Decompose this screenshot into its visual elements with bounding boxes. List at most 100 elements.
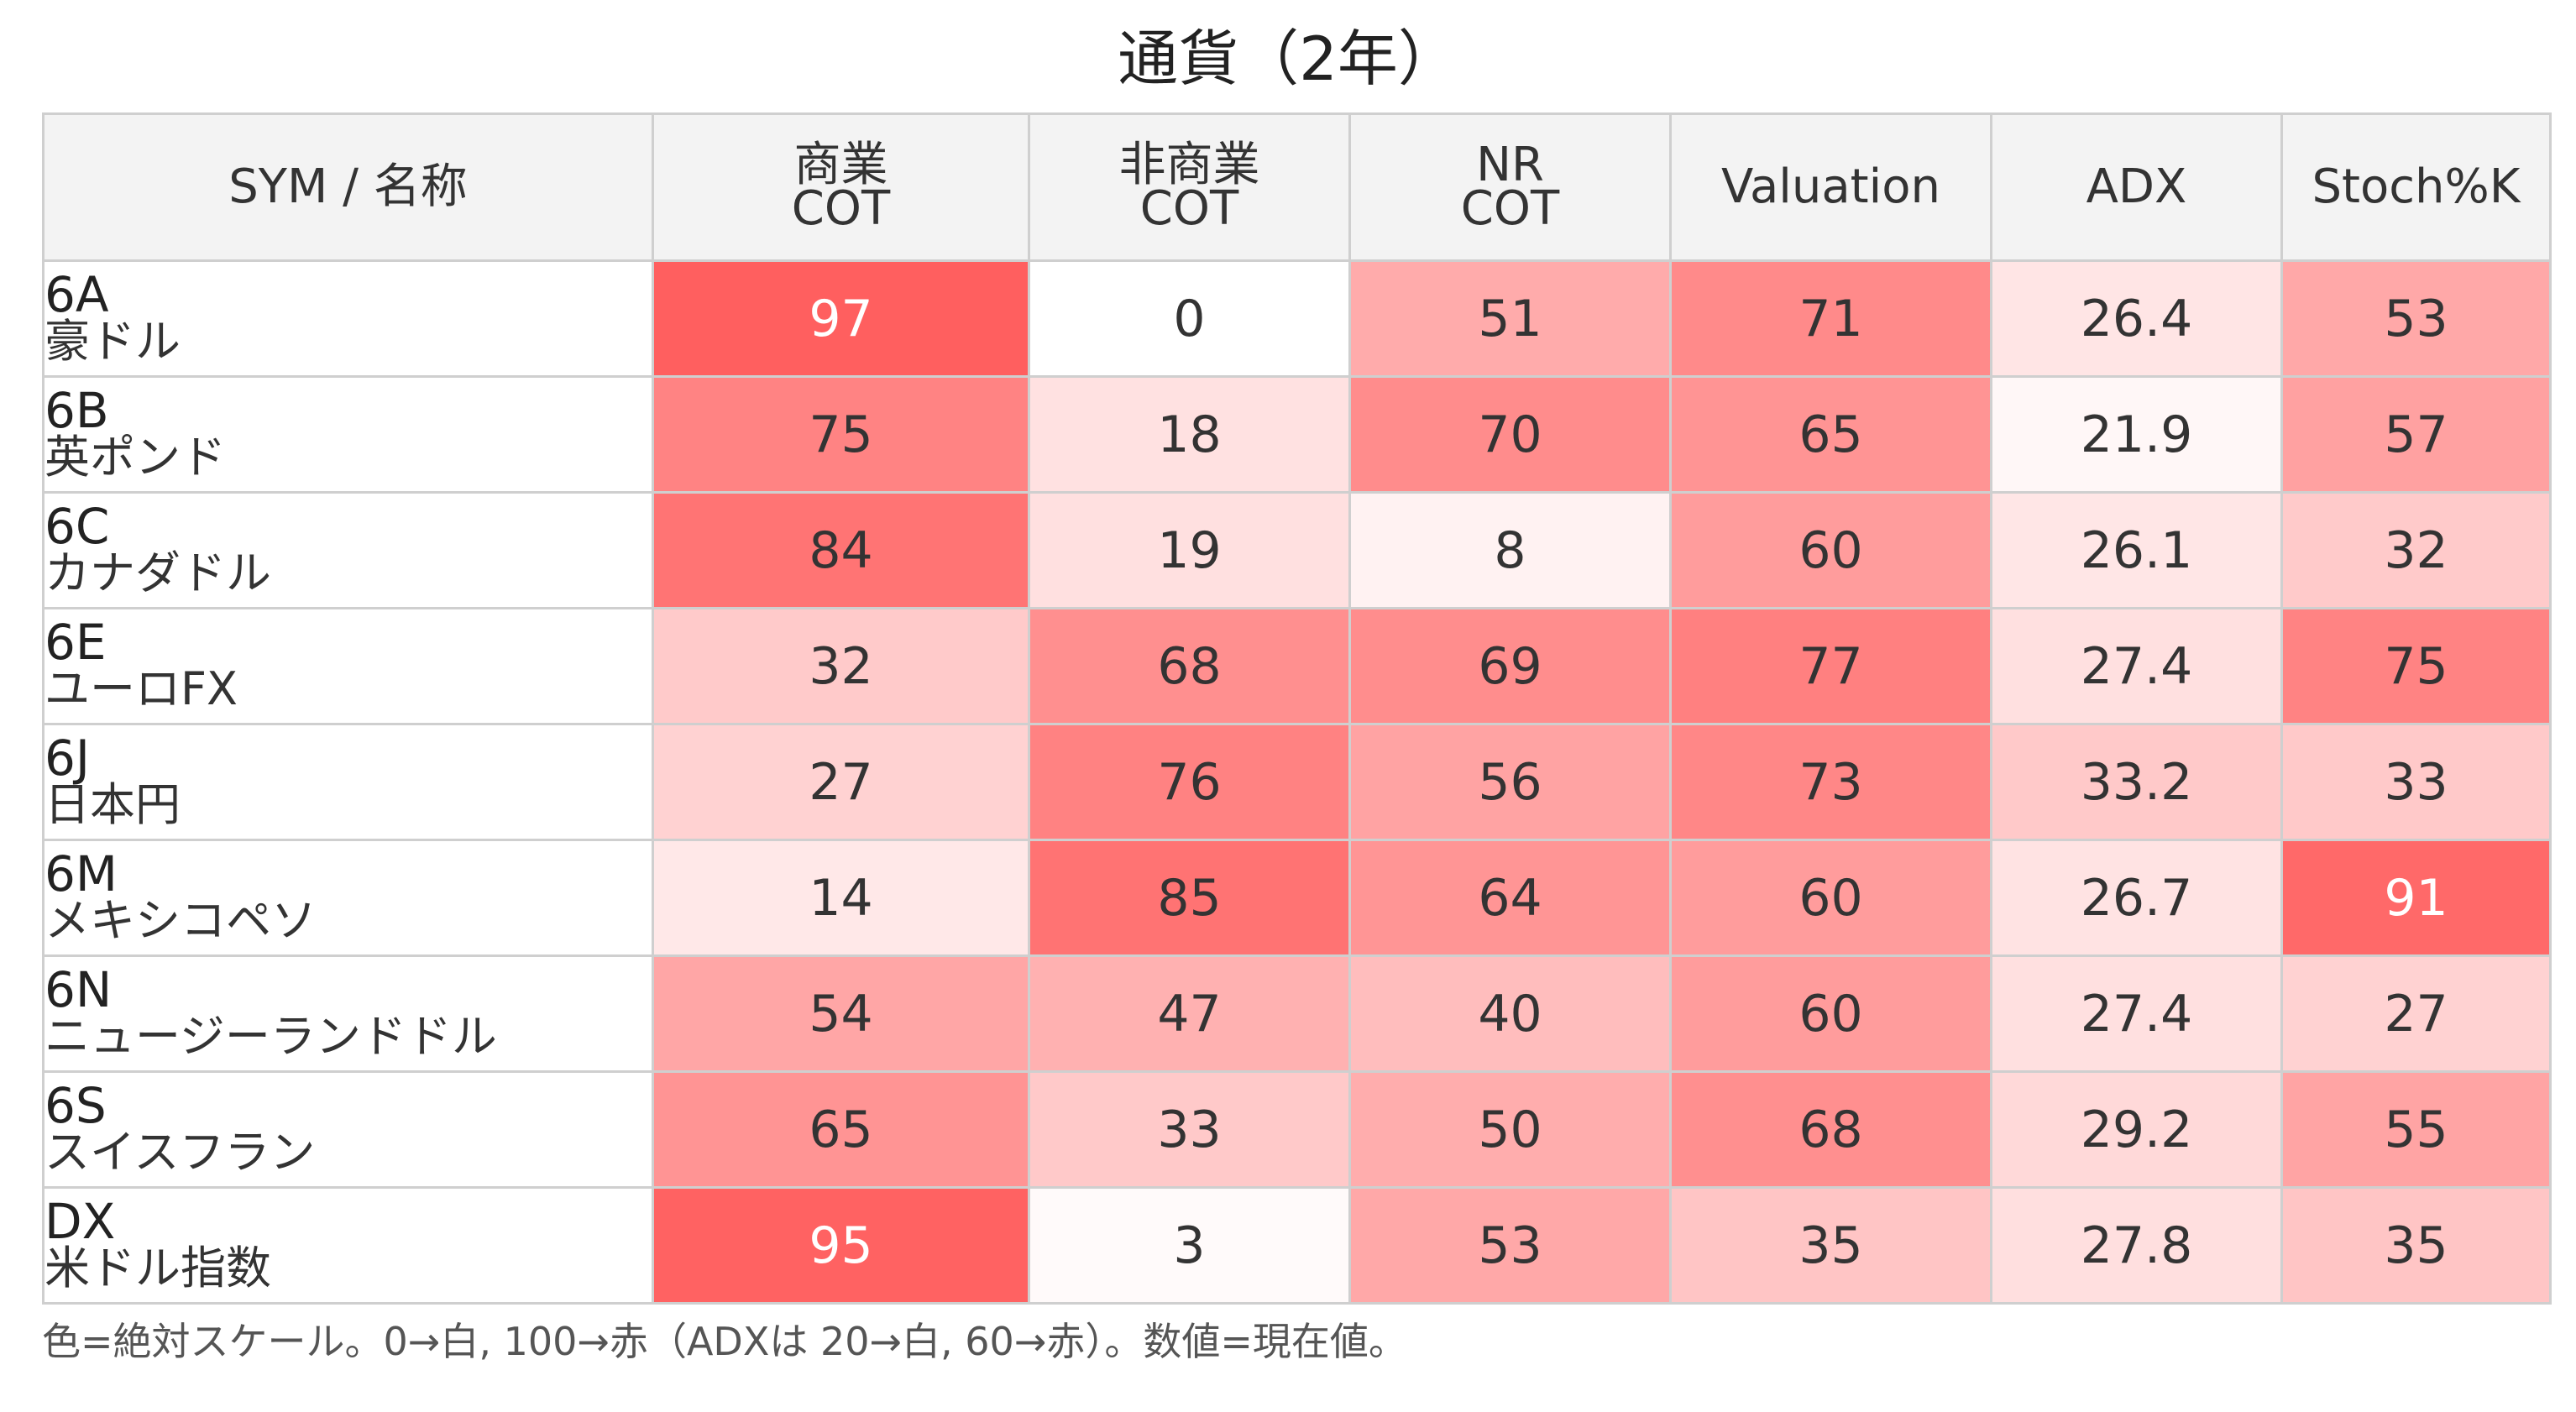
heatmap-cell: 0 — [1028, 259, 1351, 378]
heatmap-cell: 32 — [2280, 491, 2552, 609]
heatmap-cell: 51 — [1348, 259, 1672, 378]
heatmap-cell: 70 — [1348, 375, 1672, 494]
column-header: 商業 COT — [652, 112, 1030, 262]
heatmap-cell: 40 — [1348, 954, 1672, 1073]
heatmap-cell: 33 — [2280, 723, 2552, 841]
heatmap-cell: 95 — [652, 1186, 1030, 1305]
heatmap-cell: 53 — [2280, 259, 2552, 378]
heatmap-table: SYM / 名称 商業 COT 非商業 COT NR COT Valuation ADX S… — [42, 112, 2552, 1305]
symbol-name: ユーロFX — [45, 662, 238, 715]
table-row: 6J 日本円 27 76 56 73 33.2 33 — [42, 723, 2552, 841]
heatmap-cell: 68 — [1028, 607, 1351, 725]
heatmap-cell: 26.7 — [1990, 839, 2283, 957]
heatmap-cell: 53 — [1348, 1186, 1672, 1305]
symbol-name: 米ドル指数 — [45, 1241, 272, 1294]
column-header: Stoch%K — [2280, 112, 2552, 262]
symbol-code: 6M — [45, 845, 118, 902]
heatmap-cell: 91 — [2280, 839, 2552, 957]
heatmap-cell: 73 — [1669, 723, 1992, 841]
table-row: 6E ユーロFX 32 68 69 77 27.4 75 — [42, 607, 2552, 725]
heatmap-cell: 18 — [1028, 375, 1351, 494]
symbol-code: 6A — [45, 265, 109, 323]
symbol-code: 6B — [45, 381, 109, 439]
heatmap-cell: 77 — [1669, 607, 1992, 725]
heatmap-cell: 75 — [652, 375, 1030, 494]
symbol-name: カナダドル — [45, 546, 272, 599]
heatmap-cell: 60 — [1669, 491, 1992, 609]
heatmap-cell: 60 — [1669, 839, 1992, 957]
symbol-name: 日本円 — [45, 777, 181, 831]
heatmap-cell: 26.1 — [1990, 491, 2283, 609]
heatmap-cell: 19 — [1028, 491, 1351, 609]
symbol-code: DX — [45, 1192, 116, 1250]
heatmap-cell: 65 — [652, 1070, 1030, 1189]
heatmap-cell: 55 — [2280, 1070, 2552, 1189]
heatmap-cell: 71 — [1669, 259, 1992, 378]
symbol-code: 6J — [45, 729, 91, 787]
table-row: 6S スイスフラン 65 33 50 68 29.2 55 — [42, 1070, 2552, 1189]
heatmap-cell: 29.2 — [1990, 1070, 2283, 1189]
table-row: 6N ニュージーランドドル 54 47 40 60 27.4 27 — [42, 954, 2552, 1073]
heatmap-cell: 27 — [2280, 954, 2552, 1073]
heatmap-cell: 68 — [1669, 1070, 1992, 1189]
symbol-name: スイスフラン — [45, 1125, 316, 1179]
heatmap-cell: 64 — [1348, 839, 1672, 957]
row-label: 6S スイスフラン — [42, 1070, 654, 1189]
heatmap-cell: 76 — [1028, 723, 1351, 841]
row-label: 6C カナダドル — [42, 491, 654, 609]
color-scale-note: 色=絶対スケール。0→白, 100→赤（ADXは 20→白, 60→赤）。数値=… — [42, 1319, 1407, 1364]
column-header: ADX — [1990, 112, 2283, 262]
heatmap-cell: 57 — [2280, 375, 2552, 494]
heatmap-cell: 85 — [1028, 839, 1351, 957]
table-row: 6A 豪ドル 97 0 51 71 26.4 53 — [42, 259, 2552, 378]
table-row: DX 米ドル指数 95 3 53 35 27.8 35 — [42, 1186, 2552, 1305]
heatmap-cell: 27.8 — [1990, 1186, 2283, 1305]
column-header: SYM / 名称 — [42, 112, 654, 262]
symbol-code: 6N — [45, 960, 113, 1018]
symbol-name: メキシコペソ — [45, 893, 317, 947]
heatmap-cell: 33.2 — [1990, 723, 2283, 841]
row-label: DX 米ドル指数 — [42, 1186, 654, 1305]
heatmap-cell: 84 — [652, 491, 1030, 609]
row-label: 6B 英ポンド — [42, 375, 654, 494]
heatmap-cell: 50 — [1348, 1070, 1672, 1189]
heatmap-cell: 47 — [1028, 954, 1351, 1073]
heatmap-cell: 32 — [652, 607, 1030, 725]
symbol-name: 英ポンド — [45, 430, 227, 484]
heatmap-cell: 14 — [652, 839, 1030, 957]
row-label: 6A 豪ドル — [42, 259, 654, 378]
symbol-name: ニュージーランドドル — [45, 1009, 497, 1063]
heatmap-cell: 35 — [2280, 1186, 2552, 1305]
heatmap-cell: 56 — [1348, 723, 1672, 841]
symbol-code: 6S — [45, 1076, 107, 1134]
column-header: NR COT — [1348, 112, 1672, 262]
table-row: 6C カナダドル 84 19 8 60 26.1 32 — [42, 491, 2552, 609]
heatmap-cell: 33 — [1028, 1070, 1351, 1189]
chart-title: 通貨（2年） — [1118, 24, 1458, 94]
table-row: 6M メキシコペソ 14 85 64 60 26.7 91 — [42, 839, 2552, 957]
row-label: 6N ニュージーランドドル — [42, 954, 654, 1073]
heatmap-cell: 75 — [2280, 607, 2552, 725]
heatmap-body: 6A 豪ドル 97 0 51 71 26.4 53 6B 英ポンド 75 18 70 65 21.9 57 6C… — [42, 259, 2552, 1305]
heatmap-cell: 54 — [652, 954, 1030, 1073]
heatmap-cell: 27.4 — [1990, 607, 2283, 725]
column-header: Valuation — [1669, 112, 1992, 262]
symbol-name: 豪ドル — [45, 314, 181, 368]
column-header: 非商業 COT — [1028, 112, 1351, 262]
table-row: 6B 英ポンド 75 18 70 65 21.9 57 — [42, 375, 2552, 494]
heatmap-cell: 27 — [652, 723, 1030, 841]
header-row: SYM / 名称 商業 COT 非商業 COT NR COT Valuation ADX S… — [42, 112, 2552, 262]
heatmap-cell: 27.4 — [1990, 954, 2283, 1073]
heatmap-cell: 21.9 — [1990, 375, 2283, 494]
heatmap-cell: 69 — [1348, 607, 1672, 725]
symbol-code: 6C — [45, 497, 110, 555]
heatmap-cell: 8 — [1348, 491, 1672, 609]
heatmap-cell: 65 — [1669, 375, 1992, 494]
heatmap-cell: 97 — [652, 259, 1030, 378]
heatmap-cell: 60 — [1669, 954, 1992, 1073]
row-label: 6M メキシコペソ — [42, 839, 654, 957]
heatmap-cell: 35 — [1669, 1186, 1992, 1305]
heatmap-cell: 3 — [1028, 1186, 1351, 1305]
row-label: 6J 日本円 — [42, 723, 654, 841]
heatmap-cell: 26.4 — [1990, 259, 2283, 378]
